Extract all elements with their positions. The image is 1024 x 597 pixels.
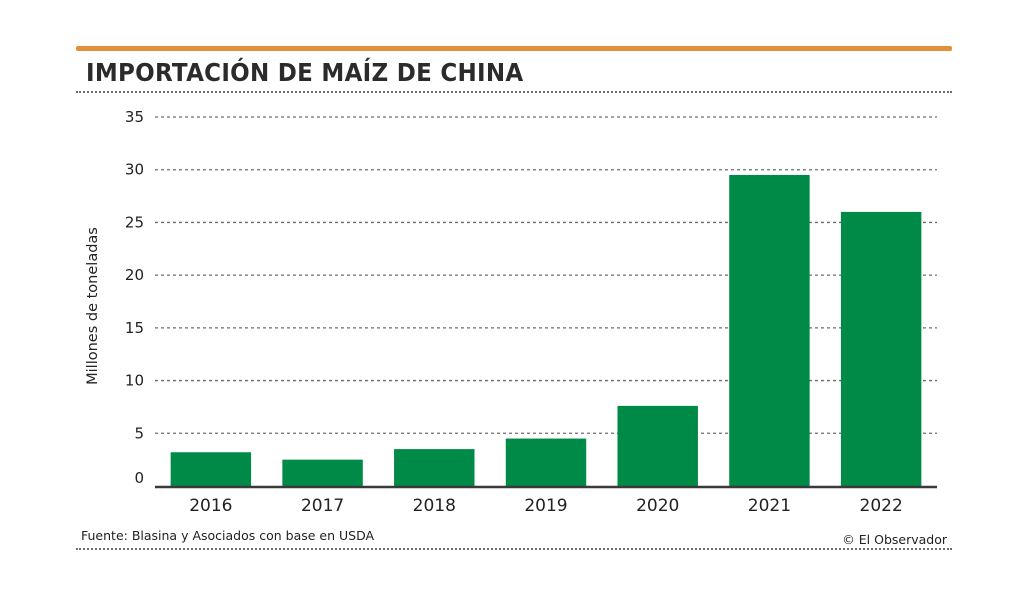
footer-divider [76,548,952,550]
x-tick-label: 2019 [524,496,567,516]
credit: © El Observador [842,532,947,547]
y-tick-label: 35 [125,108,144,126]
gridlines [155,116,937,434]
bar-2016 [170,452,252,486]
x-tick-label: 2017 [301,496,344,516]
top-accent-rule [76,46,952,51]
y-tick-label: 15 [125,319,144,337]
bar-2019 [505,438,587,486]
x-tick-label: 2018 [413,496,456,516]
y-tick-label: 0 [134,469,144,487]
x-tick-label: 2021 [748,496,791,516]
x-tick-label: 2016 [189,496,232,516]
x-tick-label: 2022 [860,496,903,516]
bar-2021 [729,174,810,486]
y-tick-label: 5 [134,424,144,442]
y-tick-label: 10 [125,372,144,390]
y-tick-label: 20 [125,266,144,284]
bar-2018 [394,449,475,486]
bar-2017 [282,459,363,486]
y-tick-labels: 0 5 10 15 20 25 30 35 [125,108,144,487]
bar-2020 [617,405,698,486]
source-note: Fuente: Blasina y Asociados con base en … [81,528,375,543]
y-tick-label: 25 [125,213,144,231]
bar-2022 [840,211,922,486]
x-tick-label: 2020 [636,496,679,516]
y-tick-label: 30 [125,161,144,179]
bars [170,174,922,486]
chart-title: IMPORTACIÓN DE MAÍZ DE CHINA [86,58,524,87]
title-divider [76,91,952,93]
x-tick-labels: 2016 2017 2018 2019 2020 2021 2022 [189,496,903,516]
